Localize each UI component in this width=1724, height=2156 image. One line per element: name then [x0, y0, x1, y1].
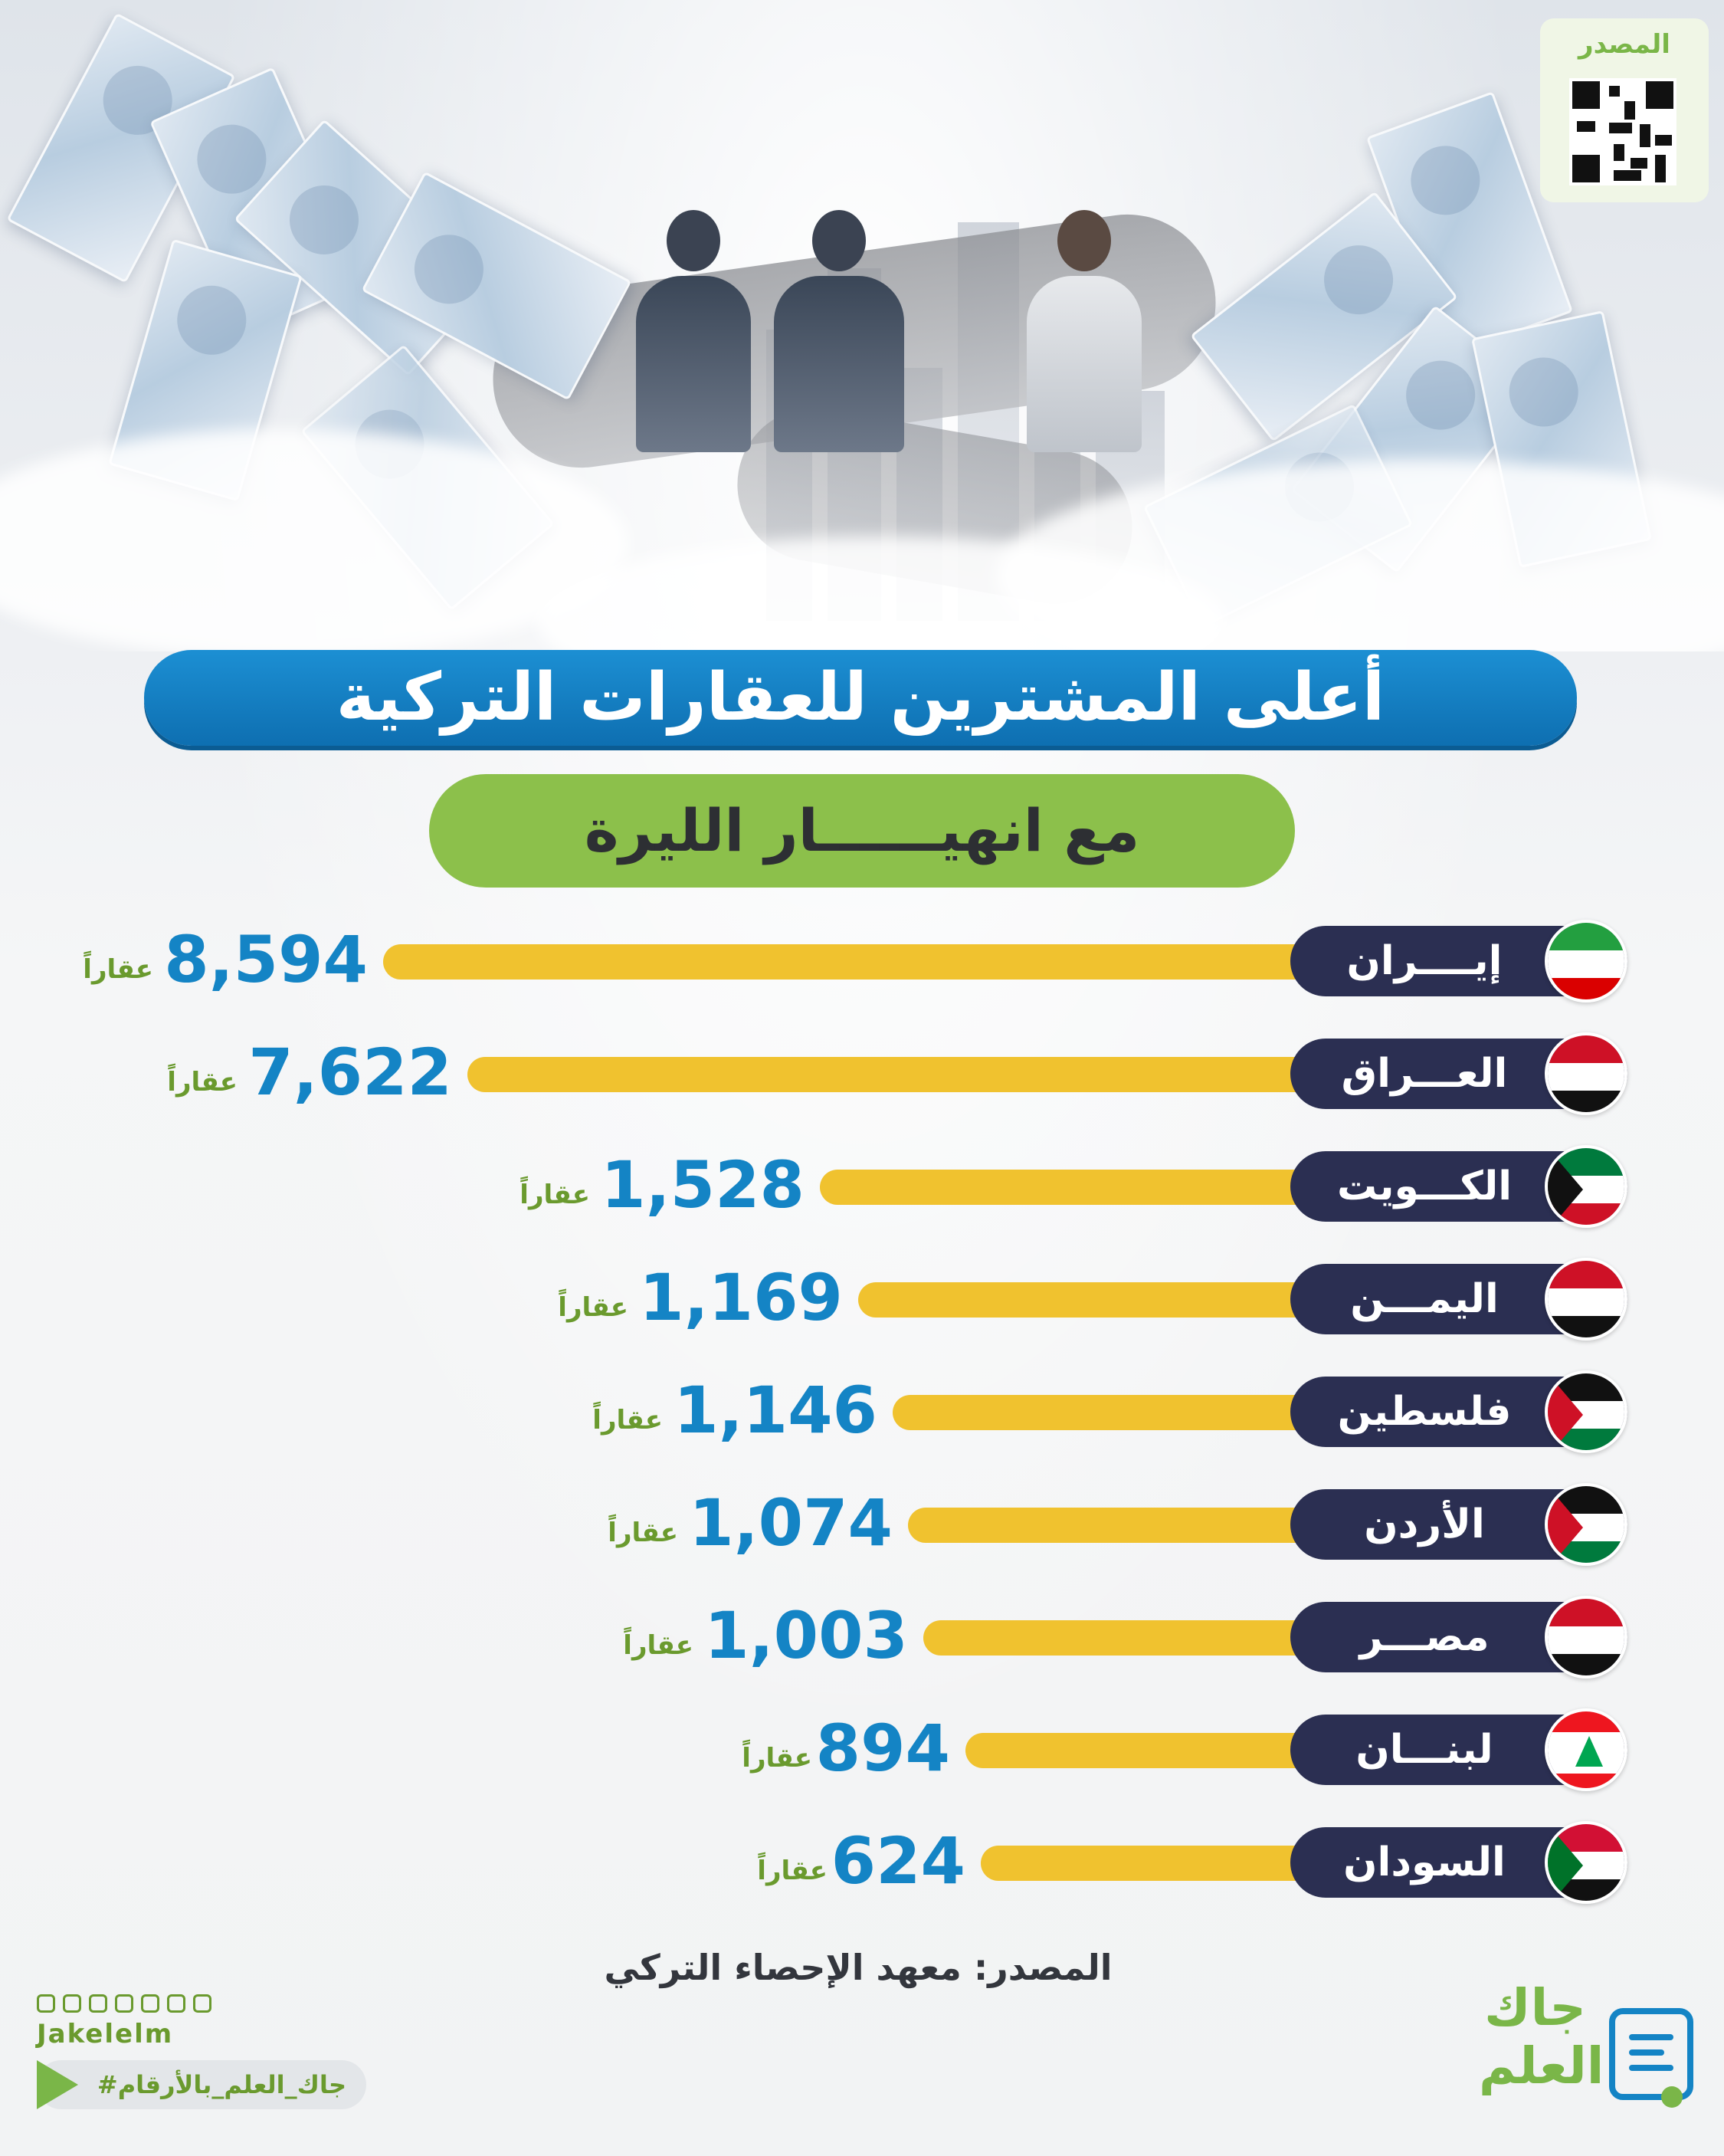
bar-row: 1,003 عقاراً مصـــر: [0, 1596, 1724, 1680]
hashtag-pill[interactable]: #جاك_العلم_بالأرقام: [37, 2060, 366, 2109]
bar: [467, 1057, 1326, 1092]
qr-source-box[interactable]: المصدر: [1540, 18, 1709, 202]
social-handle[interactable]: Jakelelm: [37, 2019, 174, 2049]
bar-unit-label: عقاراً: [623, 1630, 693, 1661]
iraq-flag-icon: [1545, 1032, 1627, 1115]
bar-value-label: 624: [831, 1823, 965, 1898]
social-icons: [37, 1994, 211, 2013]
source-note: المصدر: معهد الإحصاء التركي: [604, 1947, 1113, 1988]
bar: [893, 1395, 1326, 1430]
iran-flag-icon: [1545, 920, 1627, 1003]
bar-value-label: 1,146: [674, 1373, 877, 1448]
hashtag-text: #جاك_العلم_بالأرقام: [97, 2070, 346, 2099]
brand-logo-text: جاك العلم: [1479, 1978, 1604, 2095]
bar-row: 1,528 عقاراً الكـــويت: [0, 1145, 1724, 1229]
bar: [923, 1620, 1326, 1656]
bar-row: 7,622 عقاراً العـــراق: [0, 1032, 1724, 1117]
bar-value-label: 1,528: [601, 1147, 805, 1222]
bar-unit-label: عقاراً: [742, 1743, 812, 1774]
jordan-flag-icon: [1545, 1483, 1627, 1566]
twitter-icon[interactable]: [63, 1994, 81, 2013]
bar: [383, 944, 1326, 980]
bar-value-label: 1,074: [689, 1485, 893, 1560]
kuwait-flag-icon: [1545, 1145, 1627, 1228]
bar: [965, 1733, 1326, 1768]
bar-unit-label: عقاراً: [592, 1405, 663, 1436]
bar-value-label: 7,622: [248, 1035, 452, 1110]
qr-source-label: المصدر: [1578, 29, 1670, 60]
bar: [858, 1282, 1326, 1318]
bar-unit-label: عقاراً: [757, 1856, 828, 1886]
chart-title: أعلى المشترين للعقارات التركية: [144, 650, 1577, 746]
bar-row: 894 عقاراً لبنـــان: [0, 1708, 1724, 1793]
palestine-flag-icon: [1545, 1370, 1627, 1453]
bar-unit-label: عقاراً: [519, 1180, 590, 1210]
linkedin-icon[interactable]: [115, 1994, 133, 2013]
bar-value-label: 8,594: [164, 922, 368, 997]
lebanon-flag-icon: [1545, 1708, 1627, 1791]
bar-unit-label: عقاراً: [167, 1067, 238, 1098]
bar: [908, 1508, 1326, 1543]
qr-code-icon: [1569, 78, 1676, 185]
yemen-flag-icon: [1545, 1258, 1627, 1341]
bar-row: 1,074 عقاراً الأردن: [0, 1483, 1724, 1567]
chart-subtitle: مع انهيــــــار الليرة: [429, 774, 1295, 888]
hero-image: [0, 0, 1724, 651]
bar-value-label: 894: [815, 1711, 950, 1786]
telegram-icon[interactable]: [37, 1994, 55, 2013]
logo-line-1: جاك: [1484, 1978, 1586, 2037]
bar-row: 8,594 عقاراً إيــــران: [0, 920, 1724, 1004]
logo-dot-icon: [1661, 2086, 1683, 2108]
instagram-icon[interactable]: [167, 1994, 185, 2013]
snapchat-icon[interactable]: [89, 1994, 107, 2013]
bar: [820, 1170, 1326, 1205]
chat-bubble-icon: [1609, 2008, 1693, 2100]
sudan-flag-icon: [1545, 1821, 1627, 1904]
bar-unit-label: عقاراً: [558, 1292, 628, 1323]
bar-value-label: 1,003: [704, 1598, 908, 1673]
egypt-flag-icon: [1545, 1596, 1627, 1679]
bar-row: 1,169 عقاراً اليمـــن: [0, 1258, 1724, 1342]
facebook-icon[interactable]: [193, 1994, 211, 2013]
youtube-icon[interactable]: [141, 1994, 159, 2013]
bar-unit-label: عقاراً: [608, 1518, 678, 1548]
bar-row: 1,146 عقاراً فلسطين: [0, 1370, 1724, 1455]
play-icon: [37, 2060, 78, 2109]
bar-unit-label: عقاراً: [83, 954, 153, 985]
logo-line-2: العلم: [1479, 2036, 1604, 2095]
bar: [981, 1846, 1326, 1881]
bar-value-label: 1,169: [639, 1260, 843, 1335]
bar-row: 624 عقاراً السودان: [0, 1821, 1724, 1905]
